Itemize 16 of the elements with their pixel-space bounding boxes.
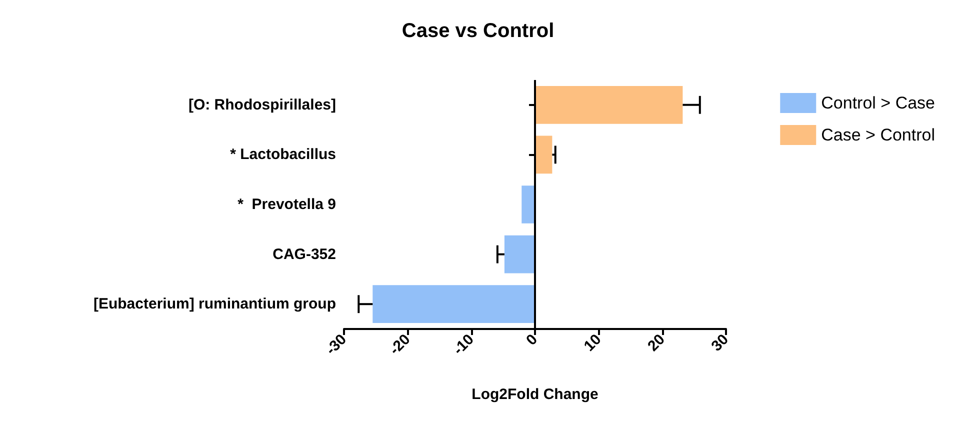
x-tick-label: -30 (322, 330, 350, 358)
y-tick-label: CAG-352 (272, 246, 336, 263)
y-tick-label: [Eubacterium] ruminantium group (93, 296, 336, 313)
x-tick-label: -10 (450, 330, 478, 358)
y-tick-label: * Prevotella 9 (238, 196, 336, 213)
x-tick-label: -20 (386, 330, 414, 358)
x-tick-label: 30 (708, 330, 732, 355)
legend-label: Control > Case (821, 94, 936, 112)
y-tick-label: * Lactobacillus (230, 146, 336, 164)
x-axis-title: Log2Fold Change (472, 386, 598, 403)
x-tick-label: 20 (644, 330, 668, 355)
y-tick-label: [O: Rhodospirillales] (188, 96, 336, 114)
chart-title: Case vs Control (402, 20, 554, 42)
x-tick-label: 10 (580, 330, 605, 355)
x-tick-label: 0 (523, 330, 542, 349)
legend-label: Case > Control (821, 126, 936, 144)
